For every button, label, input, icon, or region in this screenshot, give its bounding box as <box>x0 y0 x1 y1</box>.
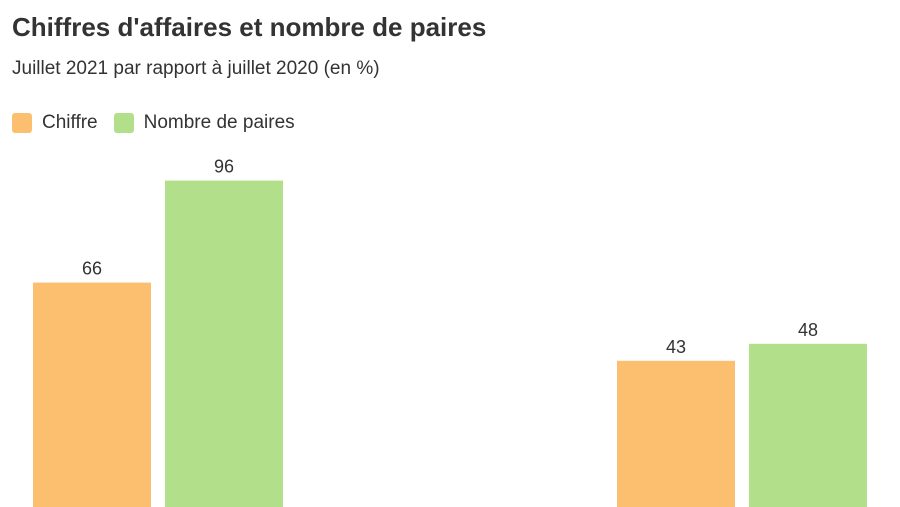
legend: Chiffre Nombre de paires <box>12 112 311 134</box>
chart-title: Chiffres d'affaires et nombre de paires <box>12 12 487 42</box>
legend-label-paires: Nombre de paires <box>143 112 295 133</box>
legend-swatch-paires <box>113 113 134 133</box>
data-label-chiffre-2: 43 <box>666 337 686 357</box>
bar-chiffre-1[interactable] <box>33 282 151 507</box>
bar-paires-1[interactable] <box>165 180 283 507</box>
data-label-chiffre-1: 66 <box>82 259 102 279</box>
legend-item-chiffre[interactable]: Chiffre <box>12 112 98 134</box>
legend-label-chiffre: Chiffre <box>42 112 98 133</box>
legend-swatch-chiffre <box>12 113 32 133</box>
bar-paires-2[interactable] <box>749 343 867 507</box>
bar-chiffre-2[interactable] <box>617 360 735 507</box>
data-label-paires-1: 96 <box>214 157 234 177</box>
chart-subtitle: Juillet 2021 par rapport à juillet 2020 … <box>12 58 380 79</box>
legend-item-paires[interactable]: Nombre de paires <box>113 112 295 134</box>
data-label-paires-2: 48 <box>798 320 818 340</box>
